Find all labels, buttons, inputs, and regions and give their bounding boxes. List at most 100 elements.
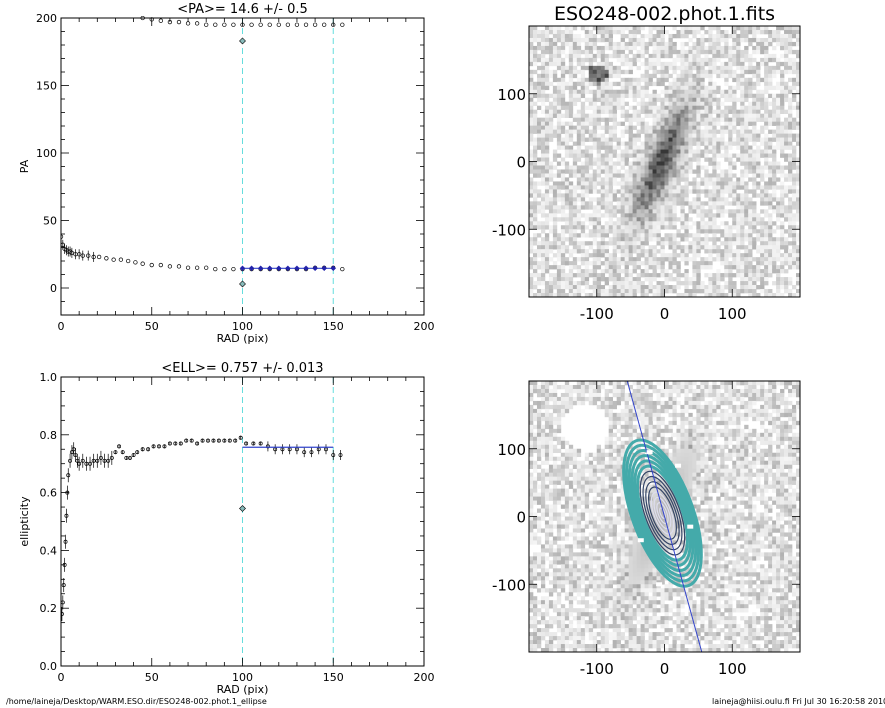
data-point-pa-0 — [204, 265, 209, 270]
data-point-ell — [195, 441, 200, 446]
data-point-ell — [244, 441, 249, 446]
data-point-pa-1 — [231, 22, 236, 27]
fit-point-pa — [275, 265, 282, 272]
data-point-ell — [167, 441, 172, 446]
image-panel-model — [528, 380, 801, 653]
data-point-pa-0 — [126, 258, 131, 264]
data-point-ell — [146, 447, 151, 452]
footer-file-path: /home/laineja/Desktop/WARM.ESO.dir/ESO24… — [6, 697, 267, 706]
outlier-point-pa — [239, 280, 246, 288]
data-point-ell — [80, 458, 85, 463]
data-point-pa-0 — [96, 254, 102, 260]
data-point-ell — [238, 435, 243, 440]
x-tick-label-pa: 150 — [323, 320, 344, 333]
y-tick-label-ell: 0.2 — [40, 602, 58, 615]
fit-marker — [637, 538, 644, 543]
data-point-pa-0 — [167, 264, 173, 269]
data-point-ell — [124, 455, 129, 460]
img-y-tick-label-model: 0 — [516, 509, 526, 527]
data-point-ell — [233, 438, 238, 443]
data-point-pa-0 — [222, 266, 227, 272]
panel-ell — [60, 376, 425, 667]
data-point-pa-1 — [303, 22, 309, 27]
fit-point-pa — [330, 265, 337, 272]
fit-point-pa — [312, 265, 318, 272]
data-point-ell — [222, 438, 227, 443]
img-y-tick-label-model: -100 — [492, 576, 526, 594]
fit-point-pa — [303, 265, 309, 272]
fit-point-pa — [321, 265, 328, 272]
data-point-ell — [309, 450, 314, 455]
data-point-pa-0 — [340, 266, 345, 272]
data-point-pa-0 — [213, 266, 218, 272]
data-point-pa-0 — [80, 253, 85, 258]
fit-point-pa — [266, 265, 273, 272]
isophote-contours — [622, 438, 703, 588]
img-x-tick-label-fits: -100 — [580, 305, 614, 323]
data-point-pa-1 — [204, 22, 209, 27]
data-point-pa-0 — [158, 262, 163, 268]
img-x-tick-label-model: -100 — [580, 660, 614, 678]
data-point-ell — [227, 438, 232, 443]
y-tick-label-ell: 1.0 — [40, 371, 58, 384]
data-point-ell — [120, 450, 125, 455]
data-point-pa-1 — [158, 18, 163, 23]
img-x-tick-label-model: 0 — [660, 660, 670, 678]
data-point-ell — [216, 438, 221, 443]
data-point-pa-0 — [231, 266, 236, 272]
x-tick-label-pa: 50 — [145, 320, 159, 333]
data-point-ell — [151, 444, 156, 449]
panel-title-pa: <PA>= 14.6 +/- 0.5 — [177, 2, 308, 17]
data-point-pa-1 — [322, 22, 327, 27]
data-point-ell — [258, 441, 263, 446]
data-point-pa-1 — [176, 19, 182, 25]
data-point-pa-1 — [294, 22, 300, 27]
data-point-pa-1 — [194, 21, 200, 26]
y-tick-label-ell: 0.8 — [40, 429, 58, 442]
data-point-ell — [302, 450, 307, 455]
data-point-pa-1 — [312, 22, 318, 27]
fit-point-pa — [239, 265, 246, 272]
data-point-ell — [61, 612, 64, 616]
fit-marker — [687, 524, 694, 529]
isophote-ellipse — [624, 443, 701, 583]
panel-title-ell: <ELL>= 0.757 +/- 0.013 — [161, 361, 323, 376]
data-point-ell — [88, 461, 92, 466]
data-point-pa-0 — [194, 265, 200, 270]
x-tick-label-pa: 0 — [58, 320, 65, 333]
isophote-ellipse — [647, 486, 677, 540]
data-point-pa-1 — [249, 22, 254, 27]
data-point-pa-1 — [222, 22, 227, 27]
data-point-ell — [109, 455, 114, 460]
x-axis-label-pa: RAD (pix) — [217, 332, 269, 345]
data-point-ell — [113, 450, 118, 455]
data-point-pa-0 — [185, 265, 191, 270]
img-x-tick-label-model: 100 — [718, 660, 747, 678]
data-point-ell — [64, 513, 69, 518]
img-y-tick-label-fits: -100 — [492, 221, 526, 239]
data-point-ell — [128, 455, 132, 460]
isophote-ellipse — [633, 459, 692, 567]
fit-point-pa — [248, 265, 255, 272]
isophote-ellipse — [635, 464, 689, 562]
data-point-ell — [184, 438, 189, 443]
data-point-ell — [211, 438, 216, 443]
img-x-tick-label-fits: 100 — [718, 305, 747, 323]
data-point-ell — [102, 458, 107, 463]
data-point-pa-0 — [76, 252, 82, 257]
data-point-pa-1 — [185, 21, 191, 26]
data-point-ell — [66, 473, 71, 478]
data-point-ell — [84, 461, 89, 466]
data-point-ell — [173, 441, 178, 446]
data-point-ell — [95, 458, 100, 463]
data-point-ell — [206, 438, 210, 443]
isophote-ellipse — [622, 438, 703, 588]
y-axis-label-ell: ellipticity — [18, 496, 31, 547]
image-title-fits: ESO248-002.phot.1.fits — [554, 3, 775, 25]
x-tick-label-ell: 0 — [58, 671, 65, 684]
data-point-pa-1 — [276, 22, 281, 27]
y-tick-label-pa: 0 — [50, 282, 57, 295]
data-point-pa-0 — [140, 261, 145, 266]
x-tick-label-ell: 150 — [323, 671, 344, 684]
